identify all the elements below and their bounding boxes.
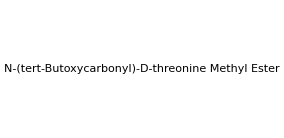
Text: N-(tert-Butoxycarbonyl)-D-threonine Methyl Ester: N-(tert-Butoxycarbonyl)-D-threonine Meth… [4, 64, 280, 74]
